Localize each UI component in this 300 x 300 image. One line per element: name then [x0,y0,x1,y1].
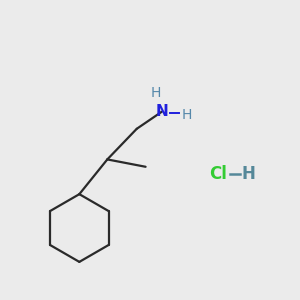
Text: H: H [182,108,192,122]
Text: H: H [151,85,161,100]
Text: N: N [155,104,168,119]
Text: Cl: Cl [209,165,227,183]
Text: H: H [242,165,256,183]
